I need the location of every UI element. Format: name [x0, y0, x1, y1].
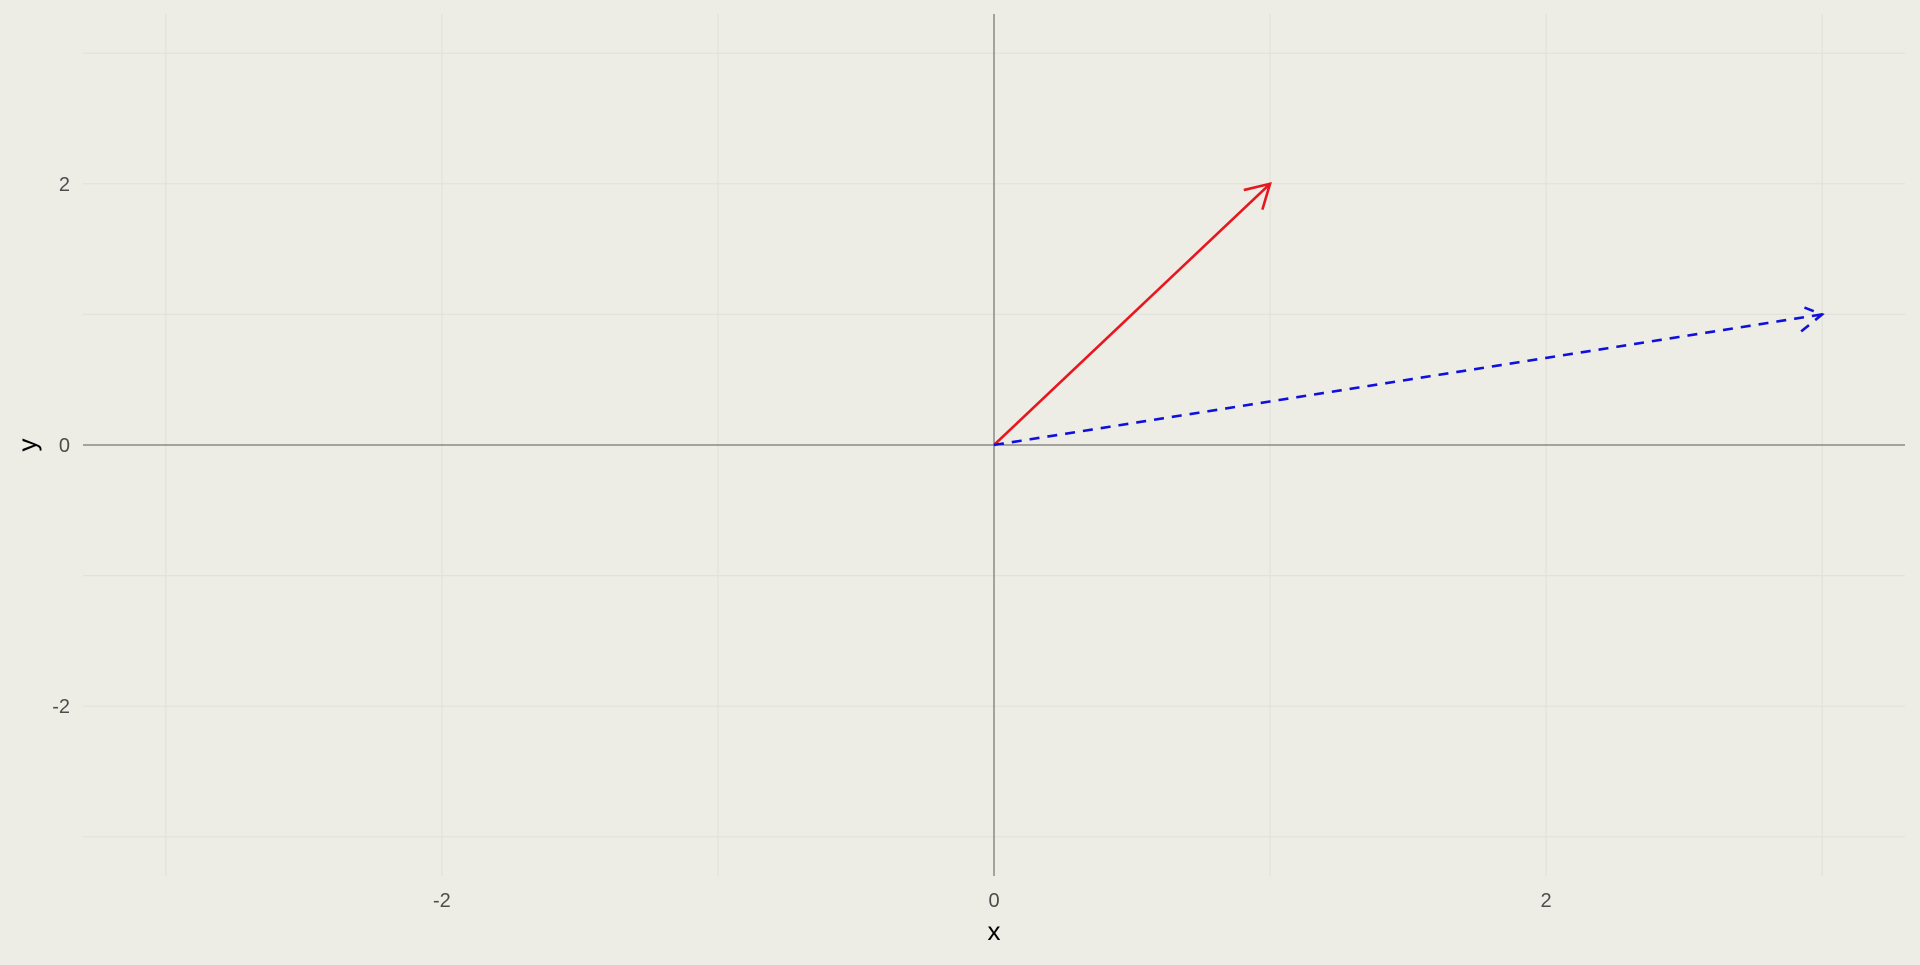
y-tick-label: 0	[59, 435, 70, 457]
vector-1	[993, 182, 1272, 446]
vector-arrowhead	[1796, 303, 1825, 333]
y-axis-title: y	[12, 439, 42, 452]
y-tick-labels: -2 0 2	[52, 174, 70, 718]
x-axis-title: x	[988, 916, 1001, 946]
x-tick-label: 2	[1541, 890, 1552, 912]
x-tick-label: -2	[433, 890, 451, 912]
vector-shaft	[993, 313, 1823, 447]
vector-shaft	[993, 182, 1271, 446]
y-tick-label: 2	[59, 174, 70, 196]
x-tick-labels: -2 0 2	[433, 890, 1552, 912]
vector-arrowhead	[1243, 182, 1272, 211]
vector-2	[993, 303, 1825, 447]
x-tick-label: 0	[988, 890, 999, 912]
y-tick-label: -2	[52, 696, 70, 718]
vectors	[993, 182, 1825, 447]
